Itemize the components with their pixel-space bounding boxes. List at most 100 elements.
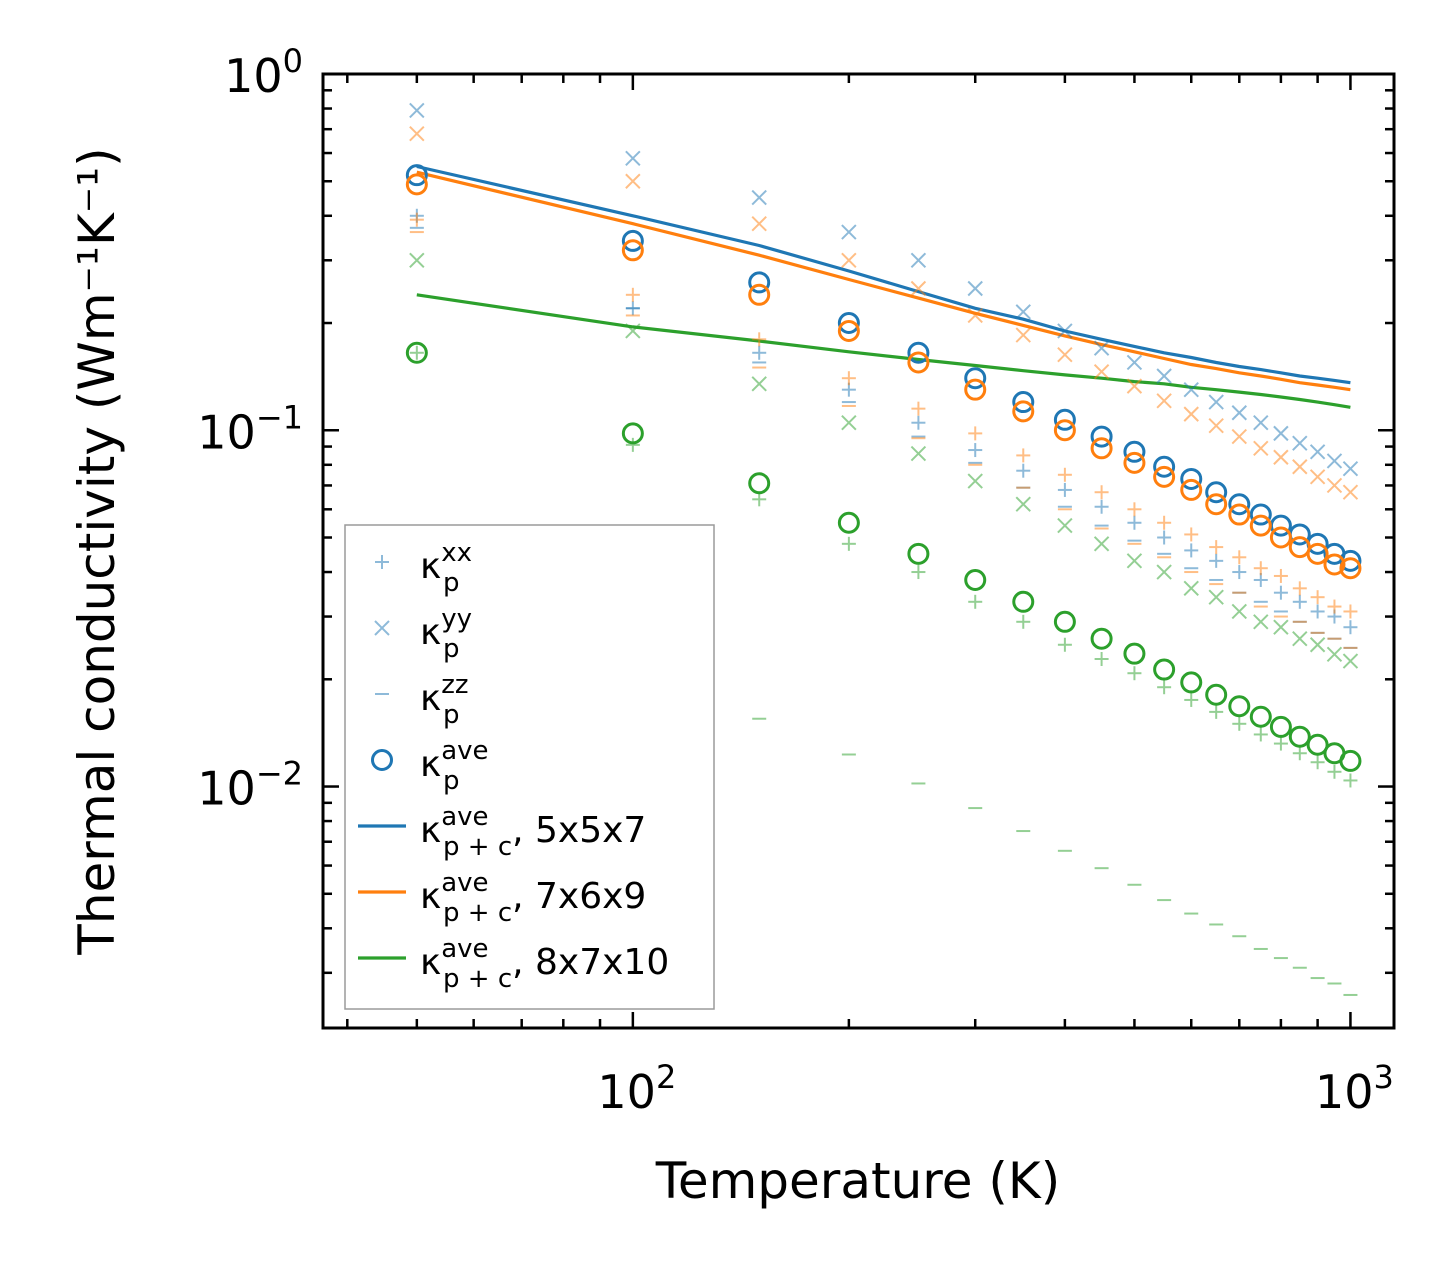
- point-yy-8x7x10: [1057, 517, 1073, 534]
- point-yy-8x7x10: [1126, 553, 1143, 569]
- point-yy-8x7x10: [1253, 614, 1269, 630]
- point-yy-8x7x10: [1208, 589, 1224, 605]
- point-ave-8x7x10: [1288, 725, 1311, 748]
- legend-label: κzz p: [420, 670, 469, 730]
- point-yy-5x5x7: [1183, 381, 1199, 398]
- x-axis-title: Temperature (K): [655, 1152, 1060, 1210]
- point-yy-5x5x7: [1126, 354, 1143, 371]
- point-ave-8x7x10: [1228, 695, 1251, 718]
- x-tick-label: 102: [597, 1058, 676, 1119]
- line-kappa-pc-8x7x10: [416, 293, 1351, 409]
- point-yy-8x7x10: [910, 445, 927, 462]
- point-yy-8x7x10: [841, 415, 857, 431]
- point-ave-7x6x9: [1123, 451, 1146, 474]
- point-ave-8x7x10: [1012, 590, 1035, 613]
- point-xx-7x6x9: [1057, 467, 1072, 482]
- point-xx-7x6x9: [1184, 527, 1199, 542]
- point-yy-5x5x7: [841, 224, 857, 240]
- point-yy-8x7x10: [1093, 536, 1110, 552]
- point-xx-8x7x10: [1057, 637, 1072, 652]
- point-xx-8x7x10: [1253, 727, 1268, 742]
- point-yy-8x7x10: [1342, 653, 1359, 669]
- point-xx-8x7x10: [1016, 614, 1031, 629]
- point-yy-7x6x9: [1057, 346, 1073, 363]
- point-yy-5x5x7: [1342, 461, 1359, 477]
- point-ave-5x5x7: [907, 341, 930, 364]
- point-xx-7x6x9: [841, 371, 856, 386]
- point-yy-5x5x7: [1093, 340, 1110, 356]
- point-yy-5x5x7: [1057, 323, 1073, 339]
- point-ave-7x6x9: [1249, 514, 1272, 537]
- point-yy-5x5x7: [1292, 435, 1308, 451]
- point-xx-7x6x9: [752, 332, 767, 347]
- point-xx-8x7x10: [409, 345, 424, 360]
- point-ave-7x6x9: [1228, 503, 1251, 526]
- legend-label: κave p: [420, 736, 489, 796]
- point-yy-7x6x9: [1342, 484, 1359, 500]
- point-yy-5x5x7: [967, 280, 983, 297]
- point-xx-5x5x7: [968, 443, 983, 458]
- point-xx-5x5x7: [1343, 620, 1358, 635]
- point-ave-8x7x10: [1339, 749, 1362, 772]
- point-xx-8x7x10: [1343, 773, 1358, 788]
- series-lines: [416, 164, 1351, 409]
- y-tick-label: 10−1: [197, 398, 303, 459]
- legend-box: [344, 524, 715, 1010]
- point-ave-8x7x10: [907, 542, 930, 565]
- legend-item: κxx p: [375, 538, 472, 598]
- point-yy-7x6x9: [1156, 393, 1172, 409]
- legend-item: κzz p: [375, 670, 469, 730]
- point-yy-5x5x7: [910, 252, 927, 268]
- tick-labels: 102 103 100 10−1 10−2: [197, 42, 1394, 1119]
- point-ave-5x5x7: [1228, 493, 1251, 516]
- point-ave-7x6x9: [621, 239, 644, 262]
- point-xx-5x5x7: [752, 345, 767, 360]
- line-kappa-pc-5x5x7: [416, 164, 1351, 385]
- point-ave-5x5x7: [1012, 391, 1035, 414]
- point-ave-8x7x10: [405, 341, 428, 364]
- point-xx-5x5x7: [1253, 572, 1268, 587]
- point-xx-5x5x7: [1184, 543, 1199, 558]
- point-ave-5x5x7: [1053, 408, 1076, 431]
- point-ave-8x7x10: [964, 568, 987, 591]
- point-xx-8x7x10: [1292, 746, 1307, 761]
- point-ave-8x7x10: [1053, 610, 1076, 633]
- point-xx-7x6x9: [1292, 581, 1307, 596]
- legend-item: κave p + c, 7x6x9: [358, 868, 646, 928]
- legend-marker-circle: [371, 749, 393, 771]
- point-yy-7x6x9: [625, 173, 641, 189]
- point-ave-8x7x10: [1123, 642, 1146, 665]
- point-ave-7x6x9: [1012, 400, 1035, 423]
- point-yy-5x5x7: [625, 150, 641, 166]
- point-xx-7x6x9: [409, 212, 424, 227]
- point-ave-5x5x7: [1153, 455, 1176, 478]
- point-ave-7x6x9: [1180, 478, 1203, 501]
- point-ave-8x7x10: [1180, 671, 1203, 694]
- point-yy-5x5x7: [1208, 394, 1224, 410]
- point-ave-8x7x10: [748, 472, 771, 495]
- point-yy-8x7x10: [1292, 630, 1308, 647]
- legend-label: κyy p: [420, 604, 472, 664]
- point-xx-5x5x7: [1292, 594, 1307, 609]
- point-xx-8x7x10: [625, 437, 640, 452]
- legend-label: κave p + c, 8x7x10: [420, 934, 669, 994]
- x-tick-label: 103: [1315, 1058, 1394, 1119]
- y-axis-title: Thermal conductivity (Wm⁻¹K⁻¹): [68, 147, 126, 955]
- legend-item: κave p + c, 8x7x10: [358, 934, 669, 994]
- point-xx-7x6x9: [1273, 568, 1288, 583]
- point-ave-5x5x7: [1249, 503, 1272, 526]
- point-xx-5x5x7: [1016, 463, 1031, 478]
- point-xx-8x7x10: [1327, 764, 1342, 779]
- point-xx-5x5x7: [1273, 585, 1288, 600]
- point-yy-5x5x7: [1253, 415, 1269, 431]
- point-yy-5x5x7: [751, 189, 767, 206]
- point-yy-7x6x9: [1126, 378, 1143, 394]
- point-xx-7x6x9: [1343, 604, 1358, 619]
- point-xx-5x5x7: [1310, 604, 1325, 619]
- point-ave-7x6x9: [1323, 553, 1346, 576]
- point-ave-8x7x10: [1153, 658, 1176, 681]
- point-yy-5x5x7: [1156, 368, 1172, 384]
- point-yy-7x6x9: [910, 280, 927, 297]
- point-xx-5x5x7: [1094, 499, 1109, 514]
- point-xx-8x7x10: [1127, 666, 1142, 681]
